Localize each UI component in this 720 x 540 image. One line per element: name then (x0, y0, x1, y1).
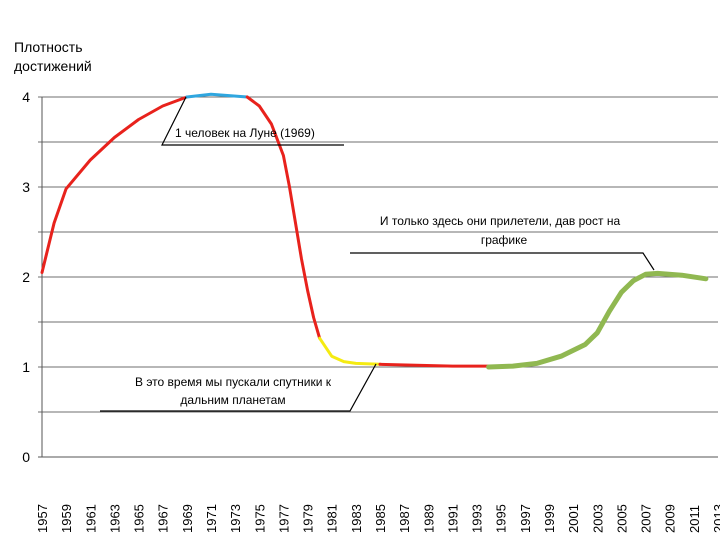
x-tick-label-1975: 1975 (252, 504, 267, 533)
x-tick-label-2007: 2007 (639, 504, 654, 533)
x-tick-label-1969: 1969 (180, 504, 195, 533)
annotation-2-line-2: графике (481, 233, 528, 247)
annotation-pointer-2 (350, 252, 655, 271)
annotation-3-line-1: В это время мы пускали спутники к (135, 375, 332, 389)
y-axis-label-line-2: достижений (14, 58, 92, 74)
x-tick-label-2009: 2009 (663, 504, 678, 533)
x-tick-label-1995: 1995 (494, 504, 509, 533)
x-tick-label-2003: 2003 (590, 504, 605, 533)
x-tick-label-1985: 1985 (373, 504, 388, 533)
x-tick-label-1993: 1993 (470, 504, 485, 533)
x-tick-label-1965: 1965 (132, 504, 147, 533)
y-axis-label: Плотность достижений (14, 38, 92, 76)
series-line-3 (245, 95, 322, 340)
series-line-5 (378, 362, 491, 368)
x-tick-label-1999: 1999 (542, 504, 557, 533)
x-tick-label-1989: 1989 (421, 504, 436, 533)
x-tick-label-1961: 1961 (83, 504, 98, 533)
x-tick-label-1959: 1959 (59, 504, 74, 533)
x-tick-label-1987: 1987 (397, 504, 412, 533)
y-tick-label-0: 0 (22, 449, 30, 465)
x-tick-label-1991: 1991 (445, 504, 460, 533)
x-tick-label-1957: 1957 (35, 504, 50, 533)
annotation-3-line-2: дальним планетам (180, 393, 285, 407)
x-tick-label-1997: 1997 (518, 504, 533, 533)
x-tick-label-1963: 1963 (107, 504, 122, 533)
x-tick-label-2011: 2011 (687, 505, 702, 533)
series-line-1 (40, 95, 189, 274)
series-line-2 (185, 92, 249, 99)
x-tick-label-1983: 1983 (349, 504, 364, 533)
y-tick-label-1: 1 (22, 359, 30, 375)
x-tick-label-1967: 1967 (156, 504, 171, 533)
x-tick-label-2013: 2013 (711, 504, 720, 533)
x-tick-label-1971: 1971 (204, 504, 219, 533)
x-tick-label-2001: 2001 (566, 504, 581, 533)
annotation-2-line-1: И только здесь они прилетели, дав рост н… (380, 214, 621, 228)
x-tick-label-1981: 1981 (325, 504, 340, 533)
x-tick-label-1977: 1977 (276, 504, 291, 533)
y-axis-label-line-1: Плотность (14, 39, 83, 55)
x-tick-label-1979: 1979 (301, 504, 316, 533)
series-line-6 (486, 270, 709, 370)
x-tick-label-1973: 1973 (228, 504, 243, 533)
x-tick-label-2005: 2005 (614, 504, 629, 533)
annotation-pointer-1 (161, 96, 344, 146)
series-line-4 (318, 336, 382, 366)
y-tick-label-2: 2 (22, 269, 30, 285)
annotation-1-line-1: 1 человек на Луне (1969) (175, 126, 315, 140)
y-tick-label-3: 3 (22, 179, 30, 195)
annotation-pointer-3 (100, 363, 377, 412)
y-tick-label-4: 4 (22, 89, 30, 105)
